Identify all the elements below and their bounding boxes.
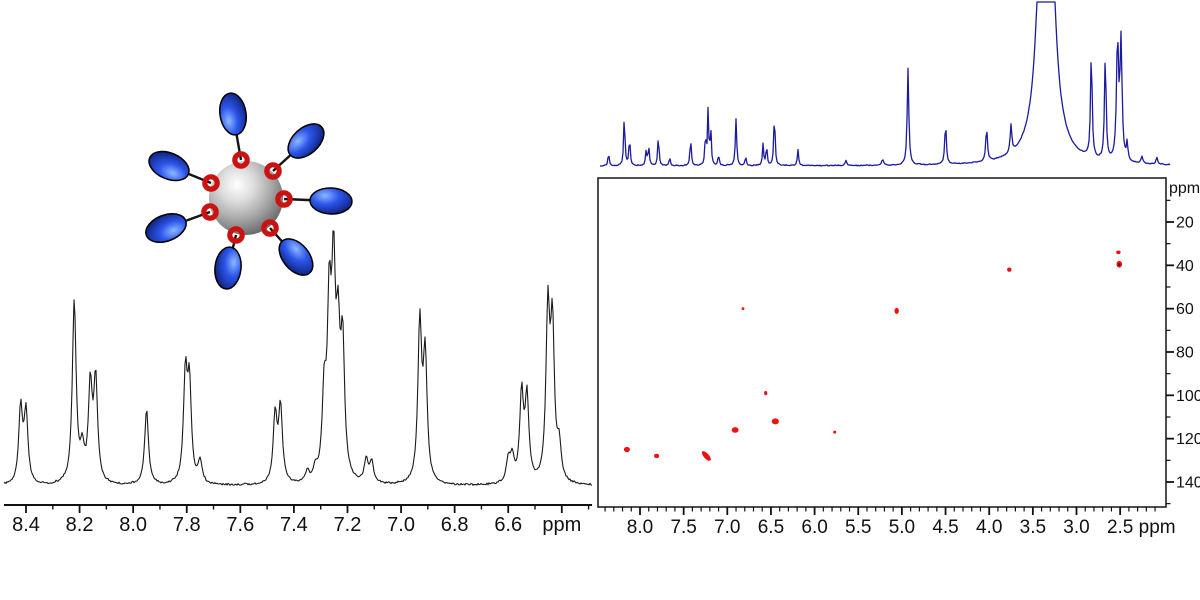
anchor-ring [202,174,220,192]
2d-x-tick-label: 7.5 [670,517,696,538]
2d-x-tick-label: 5.0 [889,517,915,538]
cross-peak [653,453,660,459]
2d-x-tick-label: 7.0 [714,517,740,538]
h1-axis-tick-label: 8.0 [119,514,147,536]
2d-x-tick-label: 6.0 [801,517,827,538]
2d-x-tick-label: 4.5 [932,517,958,538]
anchor-ring [232,151,250,169]
anchor-ring [275,190,293,208]
ligand-head [287,123,325,159]
anchor-ring [261,219,279,237]
h1-axis-tick-label: 7.6 [226,514,254,536]
h1-axis-tick-label: ppm [542,514,581,536]
2d-y-tick-label: 140 [1176,474,1200,491]
h1-axis-tick-label: 8.2 [66,514,94,536]
2d-plot-border [597,177,1167,508]
cross-peak [1116,250,1121,255]
2d-y-axis-unit-label: ppm [1169,180,1200,197]
anchor-ring [227,226,245,244]
2d-x-tick-label: 2.5 [1107,517,1133,538]
2d-x-axis: 8.0 7.5 7.0 6.5 6.0 5.5 5.0 4.5 4.0 3.5 3.0 2.5 ppm [604,507,1176,538]
h1-spectrum-line [3,230,593,486]
2d-y-tick-label: 100 [1176,388,1200,405]
h1-axis-tick-label: 7.0 [387,514,415,536]
h1-axis-tick-label: 6.8 [441,514,469,536]
projection-line [599,1,1171,167]
cross-peak-center [1118,263,1121,266]
2d-x-tick-label: 5.5 [845,517,871,538]
2d-x-tick-label: 6.5 [758,517,784,538]
cross-peak [623,446,630,453]
2d-y-tick-label: 120 [1176,431,1200,448]
2d-cross-peaks [623,250,1123,461]
2d-x-unit-label: ppm [1139,517,1176,538]
h1-axis-tick-label: 7.8 [173,514,201,536]
2d-x-tick-label: 4.0 [976,517,1002,538]
ligand-head [309,187,353,215]
cross-peak [1007,267,1012,272]
2d-y-tick-label: 20 [1176,215,1194,232]
2d-plot-frame [597,177,1167,508]
nanoparticle-core [209,161,283,235]
h1-axis-tick-label: 7.4 [280,514,308,536]
2d-x-tick-label: 3.5 [1020,517,1046,538]
2d-y-tick-label: 60 [1176,301,1194,318]
cross-peak [833,430,837,434]
h1-axis-tick-label: 6.6 [494,514,522,536]
2d-y-tick-label: 80 [1176,344,1194,361]
nanoparticle-illustration [145,92,353,290]
ligand-head [218,92,248,136]
cross-peak [741,307,745,311]
ligand-head [145,212,187,244]
h1-spectrum-trace [3,230,593,486]
ligand-head [278,238,314,276]
2d-y-axis: 20 40 60 80 100 120 140 ppm [1166,180,1200,505]
anchor-ring [264,162,282,180]
projection-spectrum-trace [599,1,1171,167]
2d-x-tick-label: 8.0 [627,517,653,538]
anchor-ring [201,203,219,221]
cross-peak [731,427,739,433]
cross-peak [771,418,779,425]
ligand-head [148,150,190,182]
h1-spectrum-x-axis: 8.4 8.2 8.0 7.8 7.6 7.4 7.2 7.0 6.8 6.6 ppm [4,504,592,536]
h1-axis-tick-label: 8.4 [12,514,40,536]
cross-peak [894,307,899,314]
cross-peak [701,451,711,461]
2d-y-tick-label: 40 [1176,258,1194,275]
cross-peak [764,390,768,396]
ligand-head [214,246,242,290]
2d-x-tick-label: 3.0 [1063,517,1089,538]
h1-axis-tick-label: 7.2 [334,514,362,536]
